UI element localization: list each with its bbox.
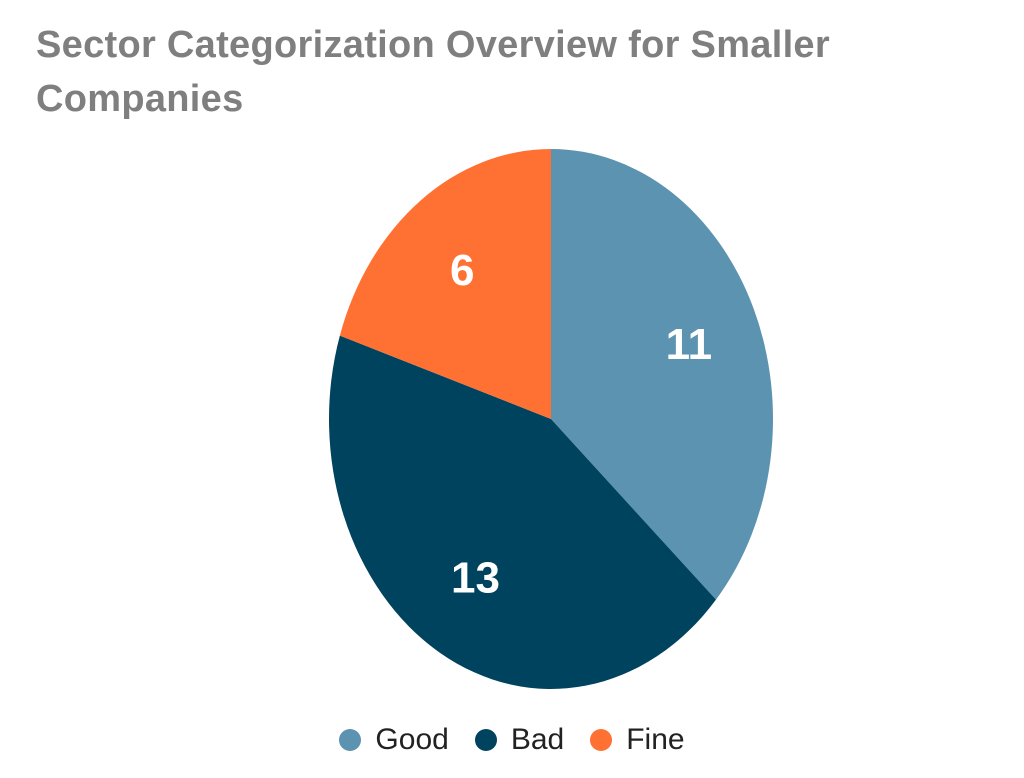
- pie-slice-fine[interactable]: [339, 149, 551, 419]
- legend-marker-good: [339, 729, 362, 751]
- legend-label-bad: Bad: [510, 723, 565, 756]
- pie-slice-bad[interactable]: [328, 335, 716, 690]
- legend: Good Bad Fine: [0, 718, 1024, 762]
- data-label-fine: 6: [450, 246, 474, 295]
- legend-item-good[interactable]: Good: [339, 723, 449, 757]
- data-label-good: 11: [666, 320, 713, 369]
- data-label-bad: 13: [451, 554, 500, 603]
- legend-label-good: Good: [375, 723, 449, 756]
- pie-slice-good[interactable]: [551, 149, 773, 600]
- legend-marker-fine: [590, 729, 613, 751]
- pie-slices: [328, 149, 773, 690]
- chart-title: Sector Categorization Overview for Small…: [36, 24, 830, 120]
- legend-item-fine[interactable]: Fine: [590, 723, 685, 757]
- pie-data-labels: 11 13 6: [450, 246, 712, 603]
- legend-marker-bad: [474, 729, 497, 751]
- legend-label-fine: Fine: [626, 723, 685, 756]
- legend-item-bad[interactable]: Bad: [474, 723, 565, 757]
